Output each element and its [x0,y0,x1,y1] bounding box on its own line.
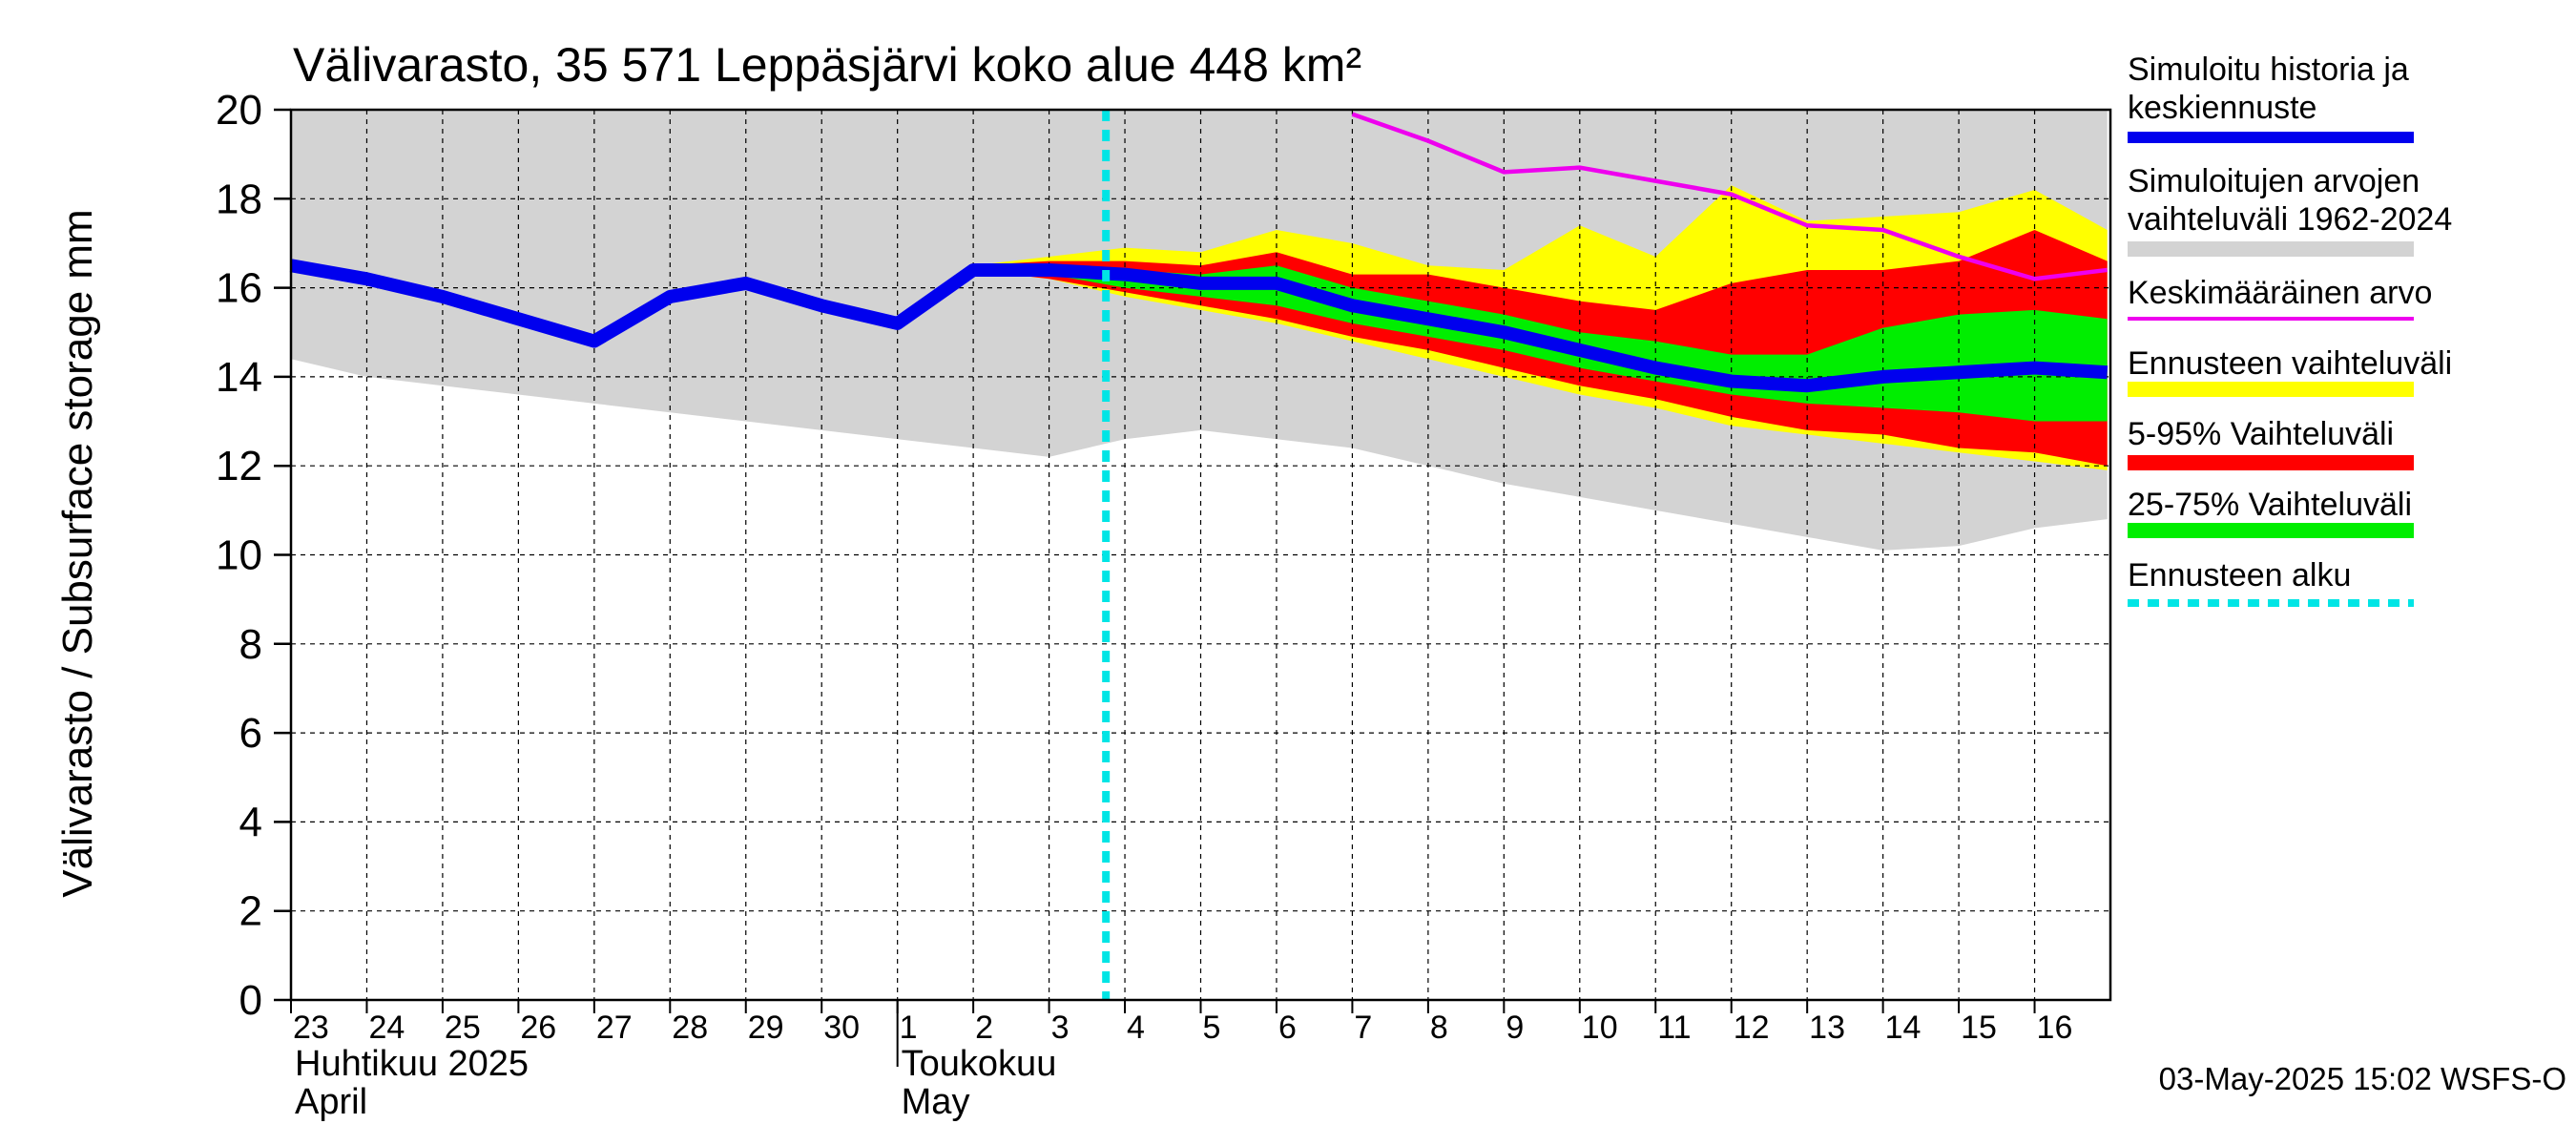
footer-timestamp: 03-May-2025 15:02 WSFS-O [2159,1061,2566,1096]
x-tick-label: 25 [445,1010,481,1046]
sim-range-band [291,110,2108,551]
x-tick-label: 3 [1051,1010,1070,1046]
y-tick-label: 0 [239,977,262,1024]
y-tick-label: 16 [216,265,262,312]
legend-label: 25-75% Vaihteluväli [2128,487,2412,523]
x-tick-label: 12 [1734,1010,1770,1046]
x-tick-label: 24 [368,1010,405,1046]
y-tick-label: 20 [216,87,262,134]
y-tick-label: 4 [239,799,262,845]
legend-label: 5-95% Vaihteluväli [2128,416,2394,452]
series-layer [289,110,2109,1000]
legend-swatch-forecast-range [2128,382,2414,397]
y-tick-label: 18 [216,176,262,222]
chart-title: Välivarasto, 35 571 Leppäsjärvi koko alu… [293,38,1361,92]
legend-swatch-p25-75 [2128,523,2414,538]
x-tick-label: 30 [823,1010,860,1046]
x-tick-label: 5 [1203,1010,1221,1046]
x-tick-label: 11 [1657,1010,1691,1046]
x-tick-label: 29 [748,1010,784,1046]
legend-swatch-p5-95 [2128,455,2414,470]
y-axis-label: Välivarasto / Subsurface storage mm [54,209,101,897]
y-tick-label: 12 [216,443,262,489]
legend-label: Keskimääräinen arvo [2128,275,2432,311]
x-tick-label: 6 [1278,1010,1297,1046]
legend-label: Ennusteen vaihteluväli [2128,345,2452,382]
x-tick-label: 15 [1961,1010,1997,1046]
month-label-fi: Toukokuu [902,1044,1057,1084]
month-label-fi: Huhtikuu 2025 [295,1044,529,1084]
legend-label: Simuloitu historia ja [2128,52,2409,88]
x-tick-label: 14 [1885,1010,1922,1046]
y-tick-label: 10 [216,532,262,579]
x-tick-label: 8 [1430,1010,1448,1046]
legend-label: keskiennuste [2128,90,2316,126]
x-tick-label: 27 [596,1010,633,1046]
x-tick-label: 16 [2037,1010,2073,1046]
history-line [289,259,2109,393]
month-label-en: April [295,1082,367,1122]
x-tick-label: 13 [1809,1010,1845,1046]
legend-label: Simuloitujen arvojen [2128,163,2420,199]
x-tick-label: 23 [293,1010,329,1046]
month-label-en: May [902,1082,970,1122]
legend-label: vaihteluväli 1962-2024 [2128,201,2452,238]
legend-label: Ennusteen alku [2128,557,2351,593]
mean-line [1351,112,2108,281]
y-tick-label: 14 [216,354,262,401]
x-tick-label: 26 [520,1010,556,1046]
x-tick-label: 10 [1582,1010,1618,1046]
y-tick-label: 2 [239,888,262,935]
y-tick-label: 6 [239,710,262,757]
x-tick-label: 4 [1127,1010,1145,1046]
y-tick-label: 8 [239,621,262,668]
x-tick-label: 28 [672,1010,708,1046]
x-tick-label: 2 [975,1010,993,1046]
x-tick-label: 1 [900,1010,918,1046]
x-tick-label: 7 [1354,1010,1372,1046]
legend-swatch-sim-range [2128,241,2414,257]
x-tick-label: 9 [1506,1010,1524,1046]
